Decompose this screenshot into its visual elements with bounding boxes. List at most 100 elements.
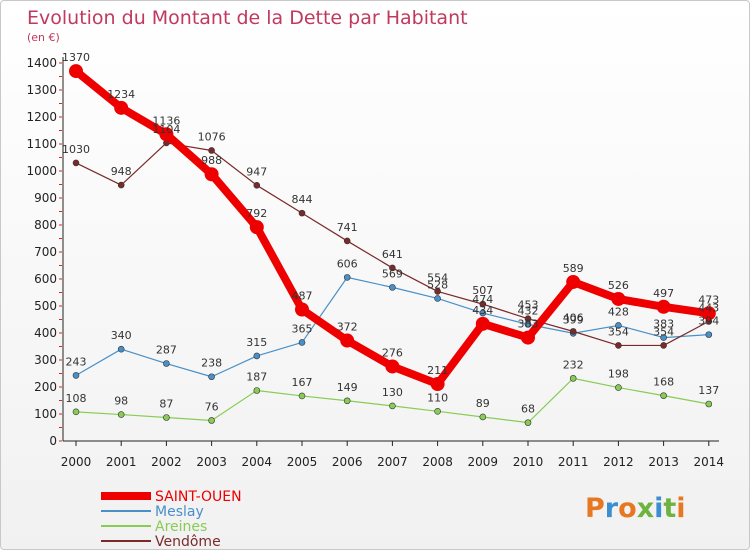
data-label-saint-ouen: 589 <box>563 262 584 275</box>
chart-title: Evolution du Montant de la Dette par Hab… <box>27 7 468 29</box>
data-point-vend-me <box>72 159 80 167</box>
data-label-areines: 137 <box>698 384 719 397</box>
data-label-vend-me: 453 <box>518 299 539 312</box>
data-label-areines: 187 <box>246 371 267 384</box>
legend-label-meslay: Meslay <box>155 504 204 520</box>
brand-letter: P <box>585 493 605 524</box>
data-label-areines: 168 <box>653 376 674 389</box>
brand-letter: i <box>676 493 685 524</box>
data-point-saint-ouen <box>566 274 581 289</box>
data-label-areines: 108 <box>66 392 87 405</box>
data-label-vend-me: 443 <box>698 301 719 314</box>
data-point-areines <box>343 397 351 405</box>
legend-label-areines: Areines <box>155 519 207 535</box>
data-point-vend-me <box>569 328 577 335</box>
data-label-saint-ouen: 988 <box>201 154 222 167</box>
data-label-meslay: 428 <box>608 305 629 318</box>
brand-letter: o <box>618 493 637 524</box>
data-label-vend-me: 1030 <box>62 143 90 156</box>
y-tick-label: 600 <box>34 272 57 286</box>
data-label-saint-ouen: 434 <box>472 304 493 317</box>
data-point-saint-ouen <box>611 291 626 306</box>
x-tick-label: 2000 <box>61 455 92 469</box>
data-label-meslay: 528 <box>427 278 448 291</box>
data-label-saint-ouen: 1136 <box>152 114 180 127</box>
y-tick-label: 500 <box>34 299 57 313</box>
x-tick-label: 2008 <box>422 455 453 469</box>
legend-label-vend-me: Vendôme <box>155 534 221 550</box>
y-tick-label: 0 <box>49 434 57 448</box>
data-point-saint-ouen <box>385 359 400 374</box>
data-point-meslay <box>343 274 351 281</box>
data-label-meslay: 569 <box>382 267 403 280</box>
y-tick-label: 1000 <box>26 164 57 178</box>
data-point-meslay <box>705 331 713 338</box>
data-point-areines <box>389 402 396 410</box>
data-point-areines <box>569 375 577 382</box>
data-point-meslay <box>615 322 622 329</box>
data-label-meslay: 474 <box>472 293 493 306</box>
y-tick-label: 300 <box>34 353 57 367</box>
data-point-saint-ouen <box>204 167 219 182</box>
data-label-meslay: 238 <box>201 357 222 370</box>
data-point-vend-me <box>117 181 125 189</box>
y-tick-label: 1400 <box>26 56 57 70</box>
data-label-meslay: 365 <box>292 322 313 335</box>
data-point-saint-ouen <box>295 302 309 317</box>
brand-letter: x <box>637 493 654 524</box>
data-label-meslay: 243 <box>66 355 87 368</box>
data-label-saint-ouen: 211 <box>427 364 448 377</box>
data-label-areines: 149 <box>337 381 358 394</box>
data-label-vend-me: 741 <box>337 221 358 234</box>
x-tick-label: 2014 <box>694 455 725 469</box>
data-label-saint-ouen: 1234 <box>107 88 135 101</box>
data-label-meslay: 315 <box>246 336 267 349</box>
data-label-areines: 167 <box>292 376 313 389</box>
x-tick-label: 2013 <box>648 455 679 469</box>
data-point-meslay <box>389 284 396 291</box>
data-label-vend-me: 354 <box>608 325 629 338</box>
data-label-vend-me: 844 <box>292 193 313 206</box>
data-point-meslay <box>660 334 667 341</box>
data-point-areines <box>660 392 667 399</box>
data-point-vend-me <box>298 209 306 217</box>
data-label-vend-me: 947 <box>246 165 267 178</box>
data-point-saint-ouen <box>114 100 129 115</box>
y-tick-label: 200 <box>34 380 57 394</box>
x-tick-label: 2009 <box>468 455 499 469</box>
legend-label-saint-ouen: SAINT-OUEN <box>155 489 242 505</box>
data-label-vend-me: 948 <box>111 165 132 178</box>
data-point-areines <box>208 417 215 424</box>
data-point-meslay <box>208 373 215 381</box>
data-label-vend-me: 354 <box>653 325 674 338</box>
data-labels: 108 98 87 76 187 167 149 130 110 89 68 232 198 168 137… <box>62 51 719 416</box>
y-tick-label: 1200 <box>26 110 57 124</box>
data-point-meslay <box>163 360 170 367</box>
data-point-areines <box>72 408 80 416</box>
data-label-vend-me: 406 <box>563 311 584 324</box>
data-label-meslay: 432 <box>518 304 539 317</box>
x-tick-label: 2001 <box>106 455 137 469</box>
x-tick-label: 2004 <box>242 455 273 469</box>
data-point-saint-ouen <box>656 299 671 314</box>
data-point-meslay <box>434 295 441 302</box>
data-point-areines <box>434 407 441 415</box>
data-point-areines <box>298 392 306 400</box>
brand-letter: r <box>605 493 619 524</box>
data-point-meslay <box>298 339 306 346</box>
data-label-areines: 68 <box>521 403 535 416</box>
data-point-meslay <box>72 372 80 379</box>
brand-logo: Proxiti <box>585 493 686 524</box>
data-label-vend-me: 554 <box>427 271 448 284</box>
axes: 0 100 200 300 400 500 600 700 800 900 1000 1100 1200… <box>26 56 724 469</box>
data-point-vend-me <box>524 315 532 322</box>
y-tick-label: 400 <box>34 326 57 340</box>
y-tick-label: 900 <box>34 191 57 205</box>
y-tick-label: 700 <box>34 245 57 259</box>
data-label-saint-ouen: 526 <box>608 279 629 292</box>
data-label-meslay: 394 <box>698 315 719 328</box>
data-point-saint-ouen <box>340 333 355 348</box>
data-point-saint-ouen <box>475 316 490 331</box>
